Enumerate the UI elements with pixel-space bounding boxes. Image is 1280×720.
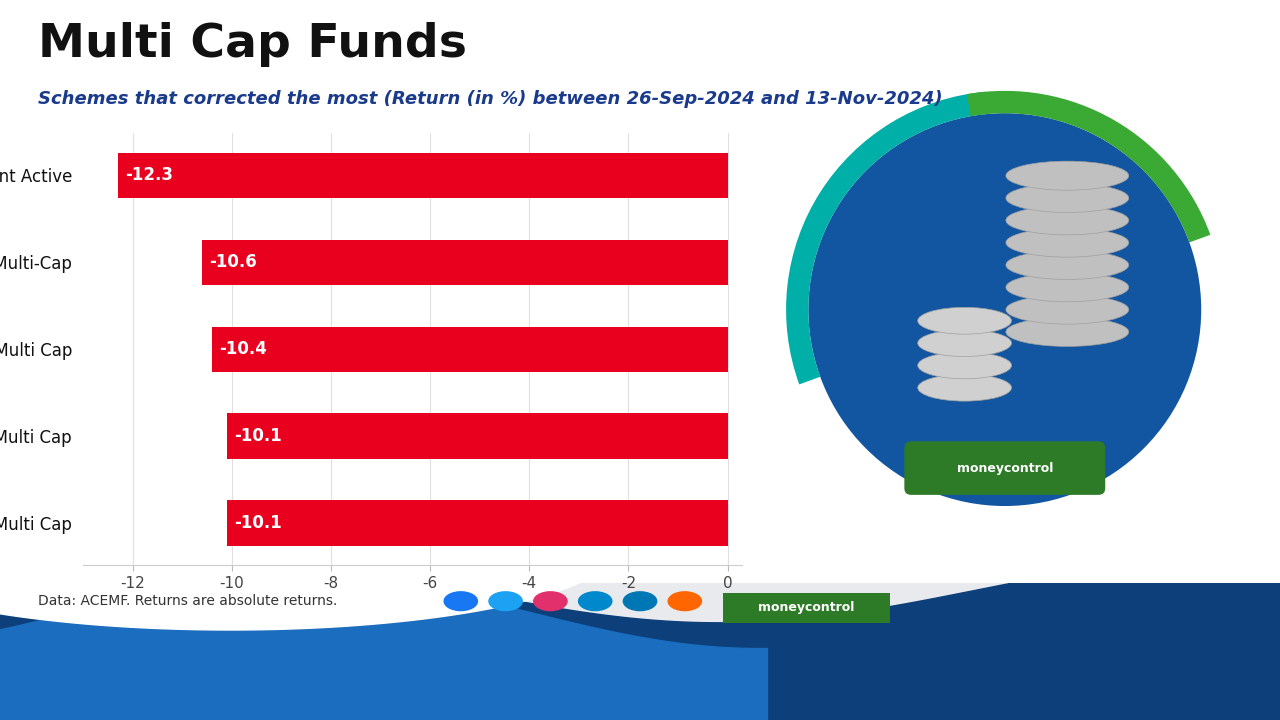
Ellipse shape xyxy=(1006,228,1129,257)
Text: Schemes that corrected the most (Return (in %) between 26-Sep-2024 and 13-Nov-20: Schemes that corrected the most (Return … xyxy=(38,90,943,108)
Ellipse shape xyxy=(918,307,1011,334)
Text: -10.6: -10.6 xyxy=(210,253,257,271)
Bar xyxy=(212,327,727,372)
Ellipse shape xyxy=(918,374,1011,401)
Text: -12.3: -12.3 xyxy=(125,166,173,184)
Text: -10.4: -10.4 xyxy=(219,341,268,359)
Text: moneycontrol: moneycontrol xyxy=(956,462,1053,474)
Ellipse shape xyxy=(918,330,1011,356)
Wedge shape xyxy=(786,91,988,384)
Ellipse shape xyxy=(1006,206,1129,235)
Text: -10.1: -10.1 xyxy=(234,514,282,532)
Ellipse shape xyxy=(1006,295,1129,324)
Ellipse shape xyxy=(1006,318,1129,346)
Ellipse shape xyxy=(1006,273,1129,302)
Ellipse shape xyxy=(918,352,1011,379)
FancyBboxPatch shape xyxy=(710,590,902,625)
FancyBboxPatch shape xyxy=(905,441,1105,495)
Ellipse shape xyxy=(1006,251,1129,279)
Circle shape xyxy=(809,113,1201,506)
Bar xyxy=(227,413,727,459)
Bar xyxy=(202,240,727,285)
Text: -10.1: -10.1 xyxy=(234,427,282,445)
Text: Multi Cap Funds: Multi Cap Funds xyxy=(38,22,467,67)
Polygon shape xyxy=(0,549,614,630)
Bar xyxy=(227,500,727,546)
Ellipse shape xyxy=(1006,161,1129,190)
Ellipse shape xyxy=(1006,184,1129,212)
Wedge shape xyxy=(966,91,1211,243)
Bar xyxy=(118,153,727,198)
Text: moneycontrol: moneycontrol xyxy=(758,601,855,614)
Text: Data: ACEMF. Returns are absolute returns.: Data: ACEMF. Returns are absolute return… xyxy=(38,594,338,608)
